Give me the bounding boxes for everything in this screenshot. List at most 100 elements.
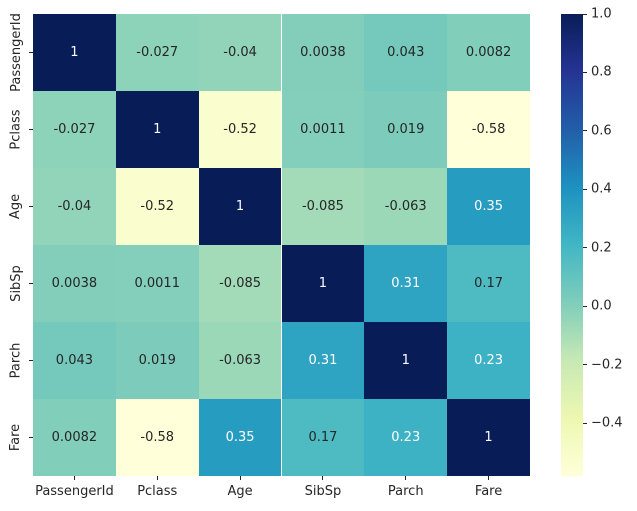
heatmap-cell: 0.17 — [447, 245, 530, 322]
y-tick-mark — [29, 206, 33, 207]
colorbar-tick-mark — [583, 364, 587, 366]
heatmap-cell: 0.35 — [447, 168, 530, 245]
cell-value: 0.0011 — [300, 122, 346, 137]
cell-value: -0.52 — [223, 122, 257, 137]
heatmap-cell: -0.58 — [115, 399, 199, 476]
colorbar-tick-mark — [583, 13, 587, 15]
colorbar-tick-label: 0.8 — [591, 64, 612, 80]
cell-value: 1 — [153, 122, 162, 137]
cell-value: 0.0038 — [51, 276, 98, 291]
heatmap-cell: 0.0038 — [33, 245, 116, 322]
colorbar-tick-label: 0.4 — [591, 181, 612, 197]
cell-value: 1 — [401, 353, 410, 368]
heatmap-cell: 1 — [115, 91, 199, 168]
heatmap-cell: -0.085 — [281, 168, 365, 245]
colorbar-tick-mark — [583, 305, 587, 307]
cell-value: -0.04 — [223, 45, 257, 60]
cell-value: 0.043 — [55, 353, 94, 368]
y-tick-label-text: PassengerId — [8, 13, 24, 92]
heatmap-cell: 0.019 — [115, 322, 199, 399]
cell-value: 0.35 — [474, 199, 504, 214]
colorbar-tick-mark — [583, 422, 587, 424]
y-tick-label-text: Age — [8, 193, 24, 220]
colorbar-tick-label: 1.0 — [591, 6, 612, 22]
heatmap-cell: 1 — [447, 399, 530, 476]
cell-value: 0.019 — [387, 122, 425, 137]
x-tick-mark — [405, 476, 407, 480]
colorbar-tick-label: −0.2 — [591, 357, 623, 373]
cell-value: 0.31 — [391, 276, 421, 291]
cell-value: 0.31 — [308, 353, 338, 368]
heatmap-cell: -0.52 — [115, 168, 199, 245]
heatmap-cell: 1 — [281, 245, 365, 322]
cell-value: 1 — [484, 430, 493, 445]
cell-value: 1 — [318, 276, 328, 291]
colorbar-tick-label: 0.6 — [591, 123, 612, 139]
y-tick-mark — [29, 129, 33, 130]
cell-value: -0.52 — [140, 199, 175, 214]
x-tick-label: Pclass — [137, 484, 178, 499]
heatmap-cell: 0.17 — [281, 399, 365, 476]
heatmap-cell: 0.0082 — [447, 14, 530, 91]
y-tick-label: Fare — [4, 399, 28, 476]
heatmap-cell: -0.063 — [198, 322, 282, 399]
heatmap-cell: 0.23 — [447, 322, 530, 399]
heatmap-cell: -0.027 — [115, 14, 199, 91]
y-tick-label: Pclass — [4, 91, 28, 168]
colorbar-tick-label: 0.2 — [591, 240, 612, 256]
heatmap-cell: 0.35 — [198, 399, 282, 476]
cell-value: 0.0082 — [51, 430, 98, 445]
y-tick-mark — [29, 437, 33, 438]
x-tick-label: SibSp — [304, 484, 342, 499]
heatmap-cell: 0.019 — [364, 91, 448, 168]
heatmap-plot-area: 1 -0.027 -0.04 0.0038 0.043 0.0082 -0.027 1 -0.5… — [33, 14, 530, 476]
heatmap-cell: 0.0011 — [281, 91, 365, 168]
heatmap-cell: 0.0082 — [33, 399, 116, 476]
cell-value: -0.085 — [219, 276, 262, 291]
heatmap-cell: -0.04 — [198, 14, 282, 91]
heatmap-cell: -0.52 — [198, 91, 282, 168]
x-tick-mark — [239, 476, 241, 480]
cell-value: 0.17 — [308, 430, 338, 445]
cell-value: 0.0011 — [134, 276, 180, 291]
x-tick-mark — [73, 476, 75, 480]
x-tick-label: PassengerId — [35, 484, 114, 499]
heatmap-cell: 0.31 — [364, 245, 448, 322]
colorbar-tick-label: −0.4 — [591, 415, 623, 431]
heatmap-cell: 0.0038 — [281, 14, 365, 91]
x-tick-mark — [488, 476, 490, 480]
heatmap-cell: 0.31 — [281, 322, 365, 399]
heatmap-cell: 1 — [198, 168, 282, 245]
cell-value: -0.085 — [301, 199, 344, 214]
y-tick-mark — [29, 52, 33, 53]
y-tick-mark — [29, 283, 33, 284]
colorbar-tick-mark — [583, 247, 587, 249]
cell-value: 0.23 — [391, 430, 421, 445]
colorbar-tick-label: 0.0 — [591, 298, 612, 314]
cell-value: 1 — [70, 45, 79, 60]
cell-value: 0.23 — [474, 353, 504, 368]
heatmap-cell: -0.58 — [447, 91, 530, 168]
cell-value: 0.019 — [138, 353, 176, 368]
y-tick-label: Parch — [4, 322, 28, 399]
y-tick-label-text: Pclass — [8, 109, 24, 150]
cell-value: 0.17 — [474, 276, 504, 291]
heatmap-cell: 0.043 — [364, 14, 448, 91]
cell-value: -0.04 — [57, 199, 92, 214]
cell-value: 0.0038 — [300, 45, 346, 60]
cell-value: 0.0082 — [465, 45, 512, 60]
cell-value: 0.35 — [225, 430, 255, 445]
colorbar-gradient — [561, 14, 583, 476]
heatmap-cell: 0.043 — [33, 322, 116, 399]
cell-value: -0.027 — [136, 45, 179, 60]
cell-value: 0.043 — [387, 45, 425, 60]
x-tick-label: Parch — [387, 484, 424, 499]
cell-value: 1 — [235, 199, 245, 214]
cell-value: -0.063 — [219, 353, 262, 368]
cell-value: -0.58 — [140, 430, 175, 445]
y-tick-mark — [29, 360, 33, 361]
y-tick-label-text: Parch — [8, 342, 24, 379]
y-tick-label: PassengerId — [4, 13, 28, 92]
colorbar-tick-mark — [583, 130, 587, 132]
